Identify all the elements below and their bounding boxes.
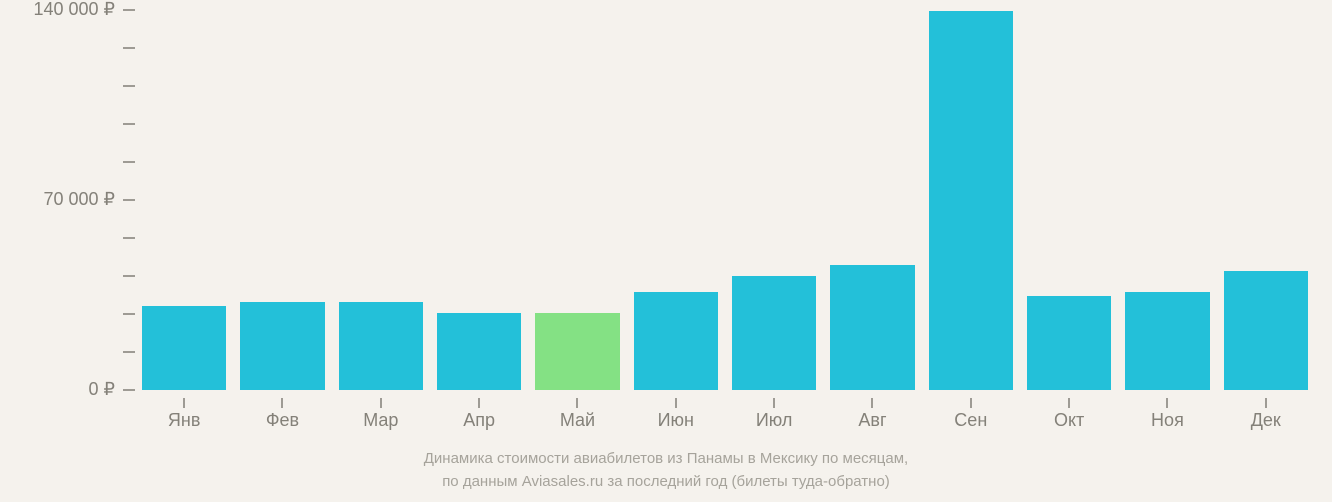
- x-label: Фев: [266, 410, 299, 431]
- x-tick-mark: [478, 398, 480, 408]
- x-slot: Янв: [135, 398, 233, 428]
- bar-slot: [135, 10, 233, 390]
- bar-slot: [430, 10, 528, 390]
- bar-Дек: [1224, 271, 1309, 390]
- chart-caption: Динамика стоимости авиабилетов из Панамы…: [0, 448, 1332, 493]
- x-tick-mark: [576, 398, 578, 408]
- x-label: Май: [560, 410, 595, 431]
- x-slot: Авг: [823, 398, 921, 428]
- bar-slot: [627, 10, 725, 390]
- x-tick-mark: [970, 398, 972, 408]
- x-label: Сен: [954, 410, 987, 431]
- x-slot: Сен: [922, 398, 1020, 428]
- bar-Окт: [1027, 296, 1112, 390]
- x-slot: Июл: [725, 398, 823, 428]
- x-tick-mark: [281, 398, 283, 408]
- bar-Июл: [732, 276, 817, 390]
- bar-Авг: [830, 265, 915, 390]
- x-label: Ноя: [1151, 410, 1184, 431]
- bar-Фев: [240, 302, 325, 390]
- bar-Янв: [142, 306, 227, 390]
- x-tick-mark: [871, 398, 873, 408]
- x-label: Июн: [658, 410, 694, 431]
- x-slot: Фев: [233, 398, 331, 428]
- bar-Мар: [339, 302, 424, 390]
- x-label: Мар: [363, 410, 398, 431]
- bar-slot: [922, 10, 1020, 390]
- x-tick-mark: [380, 398, 382, 408]
- bar-slot: [332, 10, 430, 390]
- bar-slot: [233, 10, 331, 390]
- x-tick-mark: [1265, 398, 1267, 408]
- x-axis: Янв Фев Мар Апр Май Июн Июл Авг Сен Окт Ноя Дек: [135, 398, 1315, 428]
- x-slot: Июн: [627, 398, 725, 428]
- x-label: Июл: [756, 410, 793, 431]
- bar-Сен: [929, 11, 1014, 390]
- bar-slot: [823, 10, 921, 390]
- x-label: Апр: [463, 410, 495, 431]
- bars-container: [135, 10, 1315, 390]
- y-axis: 0 ₽70 000 ₽140 000 ₽: [0, 10, 135, 390]
- x-slot: Окт: [1020, 398, 1118, 428]
- caption-line-2: по данным Aviasales.ru за последний год …: [0, 471, 1332, 494]
- y-tick-label: 70 000 ₽: [43, 189, 115, 210]
- x-slot: Апр: [430, 398, 528, 428]
- bar-Май: [535, 313, 620, 390]
- x-tick-mark: [1068, 398, 1070, 408]
- x-tick-mark: [773, 398, 775, 408]
- bar-Апр: [437, 313, 522, 390]
- x-label: Дек: [1251, 410, 1281, 431]
- bar-slot: [1020, 10, 1118, 390]
- plot-area: [135, 10, 1315, 390]
- x-label: Авг: [858, 410, 886, 431]
- x-tick-mark: [675, 398, 677, 408]
- x-slot: Дек: [1217, 398, 1315, 428]
- y-tick-label: 0 ₽: [89, 379, 115, 400]
- x-tick-mark: [1166, 398, 1168, 408]
- x-slot: Май: [528, 398, 626, 428]
- x-tick-mark: [183, 398, 185, 408]
- bar-Июн: [634, 292, 719, 390]
- bar-slot: [1217, 10, 1315, 390]
- x-label: Янв: [168, 410, 201, 431]
- caption-line-1: Динамика стоимости авиабилетов из Панамы…: [0, 448, 1332, 471]
- bar-slot: [1118, 10, 1216, 390]
- bar-Ноя: [1125, 292, 1210, 390]
- x-label: Окт: [1054, 410, 1084, 431]
- x-slot: Мар: [332, 398, 430, 428]
- price-by-month-chart: 0 ₽70 000 ₽140 000 ₽ ЯнвФевМарАпрМайИюнИ…: [0, 0, 1332, 502]
- x-slot: Ноя: [1118, 398, 1216, 428]
- bar-slot: [528, 10, 626, 390]
- bar-slot: [725, 10, 823, 390]
- y-tick-label: 140 000 ₽: [33, 0, 115, 20]
